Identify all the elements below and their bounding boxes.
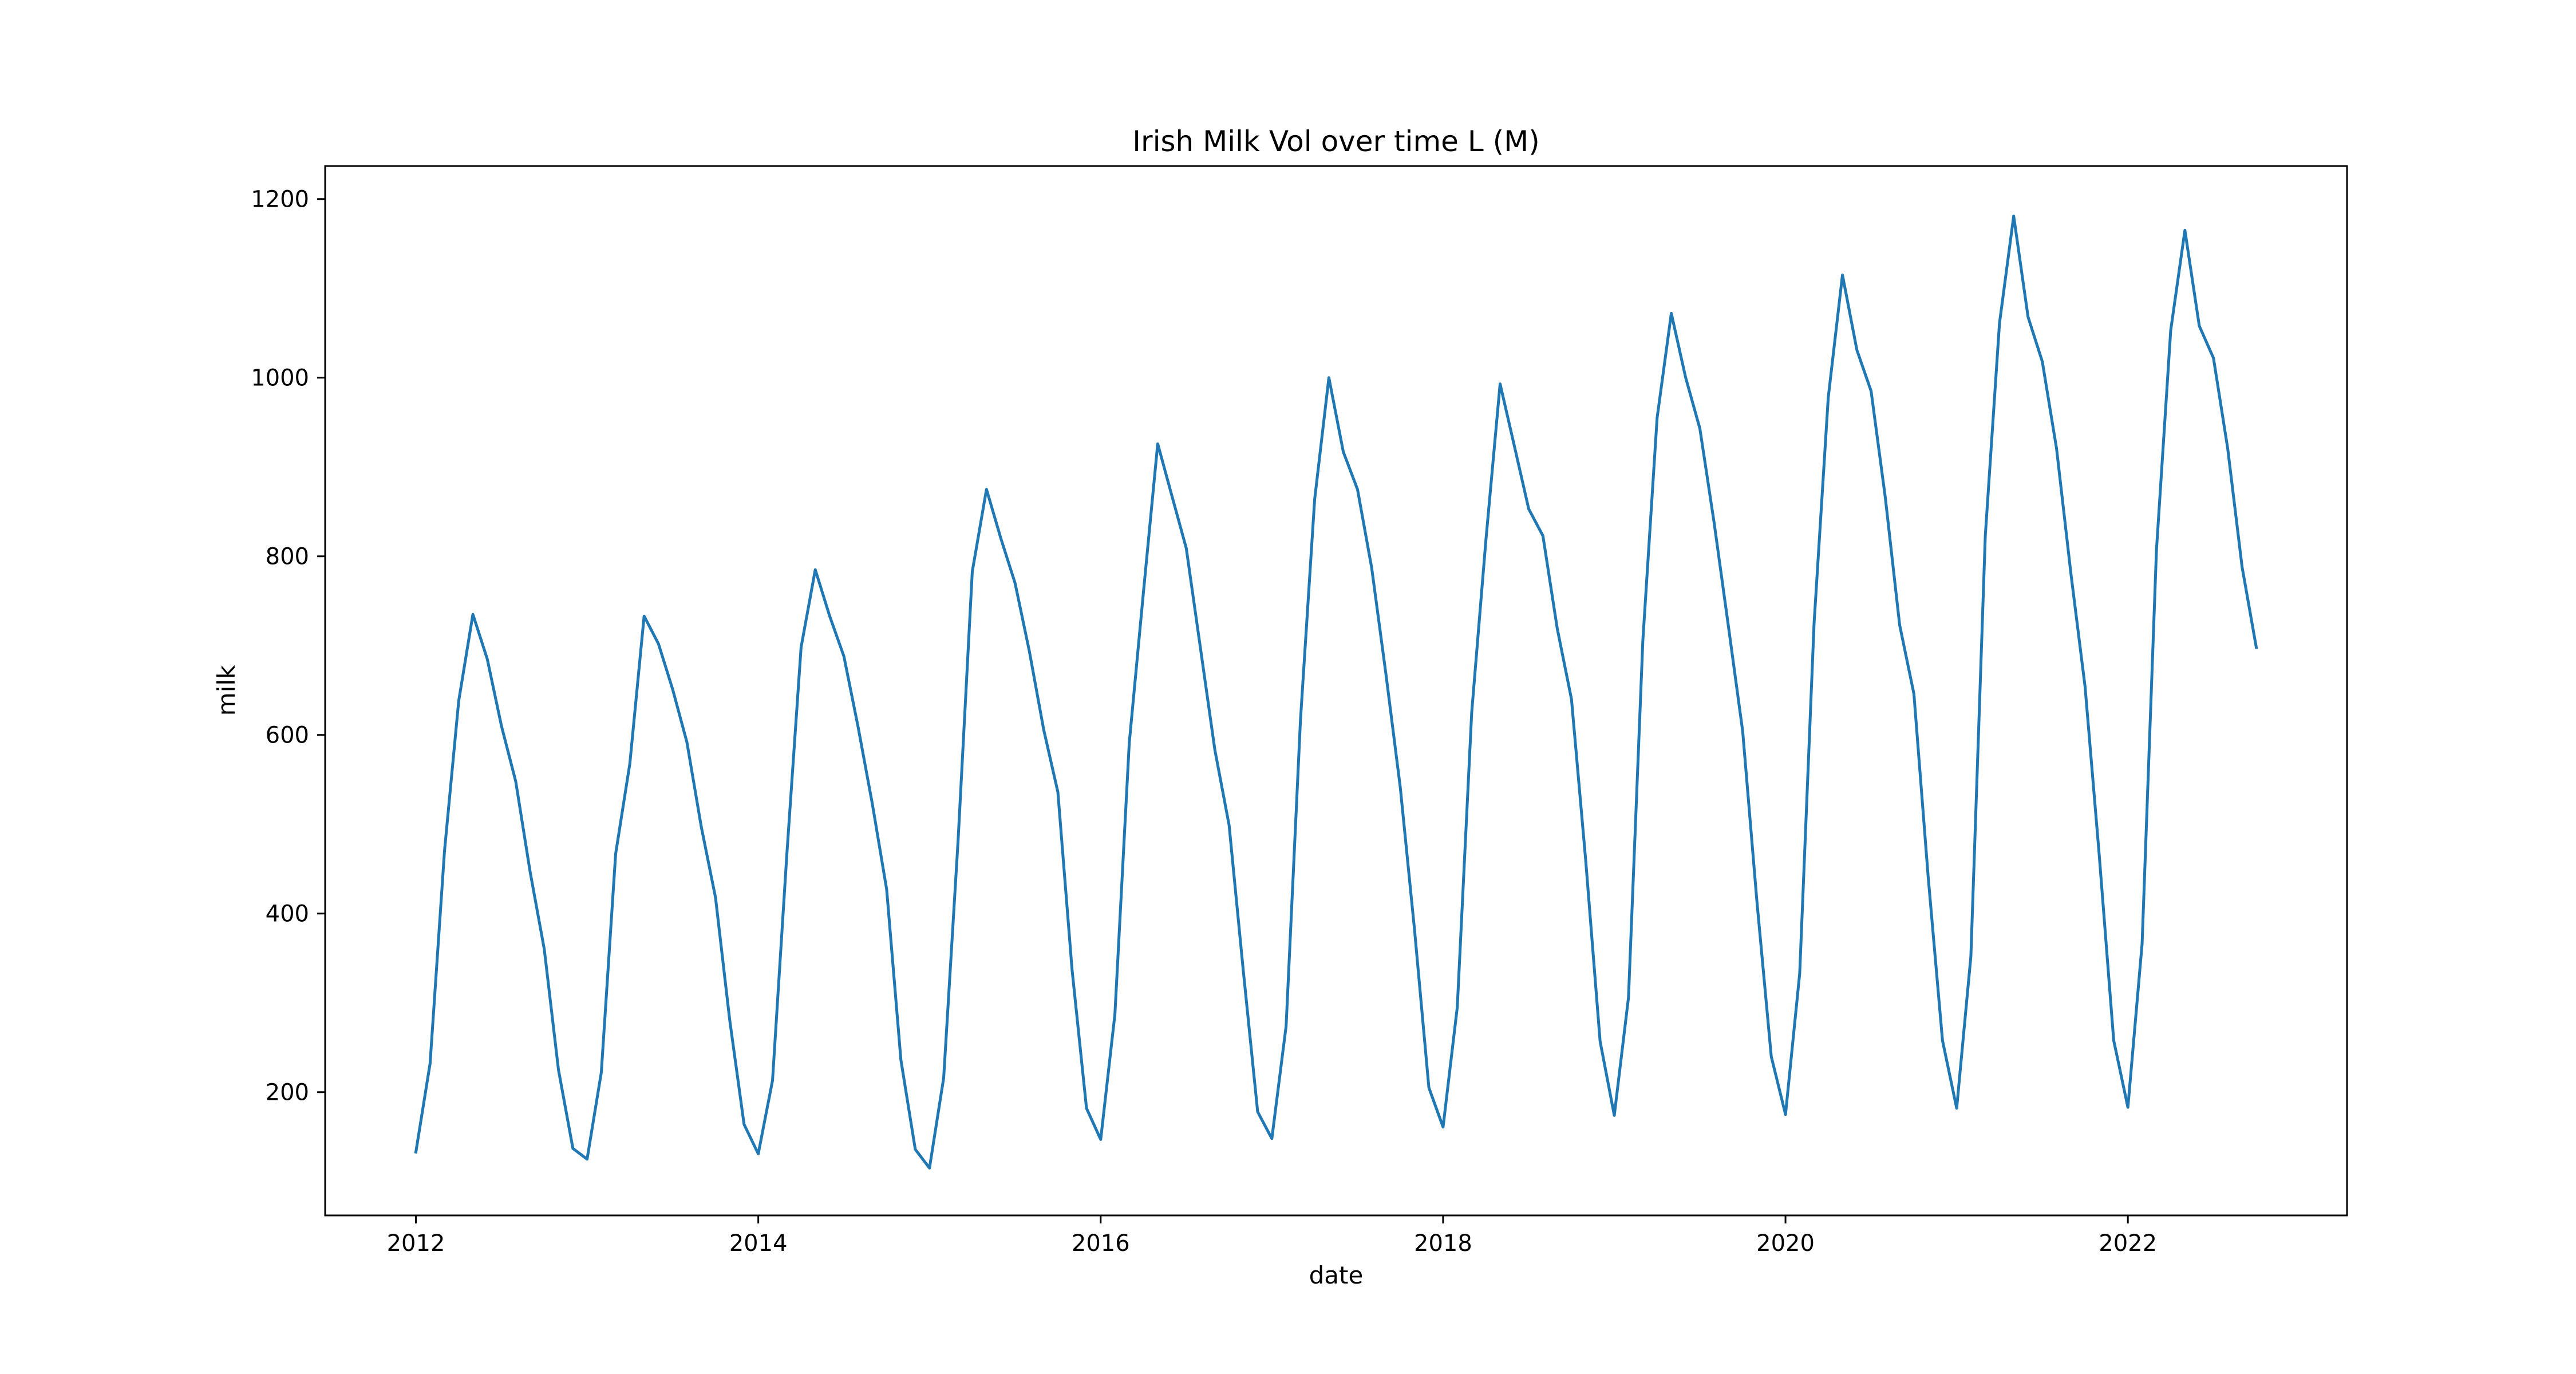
y-axis: 200 400 600 800 1000 1200 xyxy=(251,187,325,1106)
y-tick-label: 1200 xyxy=(251,187,309,213)
plot-frame xyxy=(324,165,2348,1217)
x-axis: 2012 2014 2016 2018 2020 2022 xyxy=(387,1215,2157,1257)
plot-layer xyxy=(414,214,2258,1170)
y-tick-label: 1000 xyxy=(251,365,309,392)
x-tick-label: 2022 xyxy=(2099,1230,2157,1257)
x-axis-label: date xyxy=(1309,1261,1364,1289)
x-tick-label: 2018 xyxy=(1414,1230,1472,1257)
x-tick-label: 2012 xyxy=(387,1230,445,1257)
y-tick-label: 600 xyxy=(266,722,309,749)
y-axis-label: milk xyxy=(212,665,240,716)
y-tick-label: 800 xyxy=(266,544,309,570)
y-tick-label: 200 xyxy=(266,1080,309,1106)
chart-title: Irish Milk Vol over time L (M) xyxy=(1132,125,1539,158)
x-tick-label: 2014 xyxy=(729,1230,788,1257)
series-line-0 xyxy=(414,214,2258,1170)
y-tick-label: 400 xyxy=(266,901,309,927)
x-tick-label: 2016 xyxy=(1072,1230,1130,1257)
x-tick-label: 2020 xyxy=(1756,1230,1815,1257)
